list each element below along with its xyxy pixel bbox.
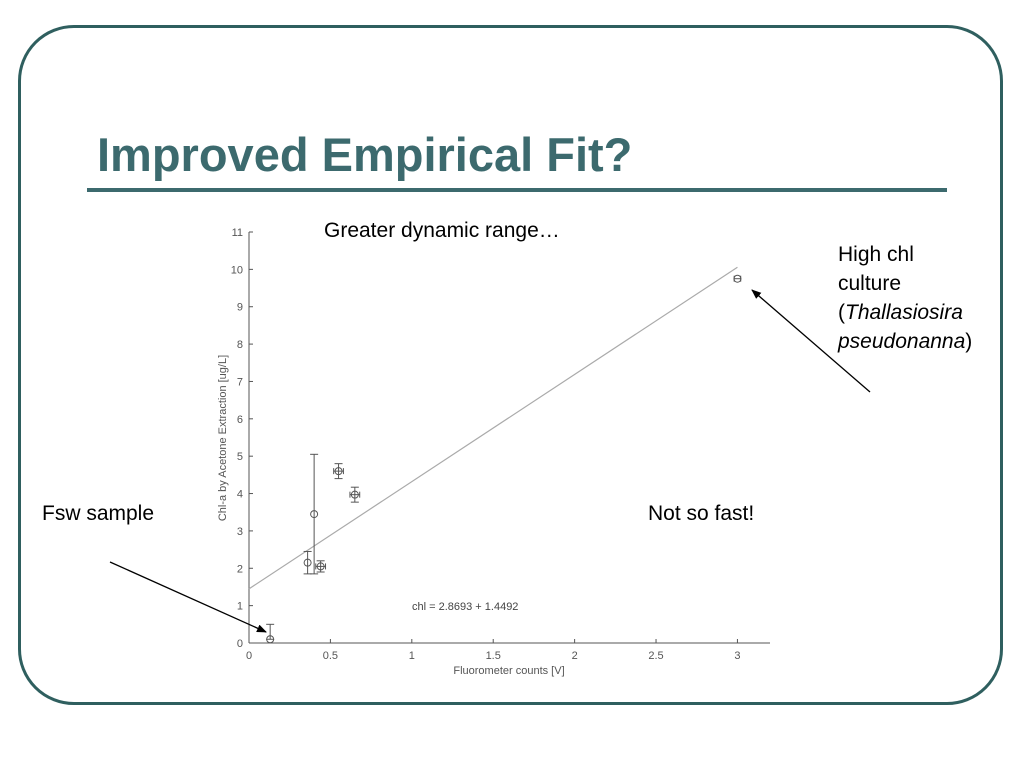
annotation-high-chl-line3: (Thallasiosira [838,298,972,327]
x-tick-label: 0 [246,650,252,662]
data-points [266,274,742,644]
point-marker [266,635,275,644]
x-tick-label: 2 [572,650,578,662]
y-tick-label: 0 [237,638,243,650]
y-tick-label: 10 [231,264,243,276]
y-tick-label: 11 [232,227,243,239]
annotation-dynamic-range: Greater dynamic range… [324,219,560,242]
chart-ticks: 0 0.5 1 1.5 2 2.5 3 0 1 2 3 4 5 6 7 8 9 10 11 [231,227,741,662]
point-marker [350,490,359,499]
point-marker [334,467,343,476]
data-point [315,560,327,573]
x-tick-label: 2.5 [648,650,663,662]
fit-line [248,266,738,590]
x-tick-label: 1.5 [486,650,501,662]
data-point [349,486,361,503]
annotation-high-chl-line4: pseudonanna) [838,327,972,356]
arrow-to-high-chl-point [751,289,871,393]
annotation-not-so-fast: Not so fast! [648,502,755,525]
y-tick-label: 4 [237,489,243,501]
fit-line-group [248,266,738,590]
point-marker [316,562,325,571]
slide-frame [18,25,1003,705]
x-tick-label: 3 [734,650,740,662]
paren-open: ( [838,301,845,324]
y-tick-label: 5 [237,451,243,463]
x-axis-label: Fluorometer counts [V] [453,665,564,677]
y-tick-label: 9 [237,302,243,314]
data-point [266,623,275,644]
y-tick-label: 1 [237,601,243,613]
data-point [310,453,319,575]
paren-close: ) [965,330,973,353]
y-tick-label: 8 [237,339,243,351]
point-marker [733,274,742,283]
annotation-fsw-sample: Fsw sample [42,502,155,525]
x-tick-label: 1 [409,650,415,662]
annotation-high-chl-line2: culture [838,272,902,295]
species-genus: Thallasiosira [845,301,963,324]
slide-title: Improved Empirical Fit? [97,128,633,181]
annotation-high-chl-culture: High chl culture (Thallasiosira pseudona… [838,240,972,356]
point-marker [303,558,312,567]
data-point [733,274,742,283]
annotation-high-chl-line1: High chl [838,243,914,266]
arrow-to-fsw-point [109,561,267,633]
point-marker [310,510,319,519]
y-axis-label: Chl-a by Acetone Extraction [ug/L] [217,355,229,521]
y-tick-label: 6 [237,414,243,426]
chart-axes [248,232,770,644]
y-tick-label: 7 [237,376,243,388]
y-tick-label: 3 [237,526,243,538]
y-tick-label: 2 [237,563,243,575]
title-underline [87,188,947,192]
data-point [333,463,344,480]
species-epithet: pseudonanna [838,330,966,353]
fit-equation-label: chl = 2.8693 + 1.4492 [412,601,518,613]
x-tick-label: 0.5 [323,650,338,662]
